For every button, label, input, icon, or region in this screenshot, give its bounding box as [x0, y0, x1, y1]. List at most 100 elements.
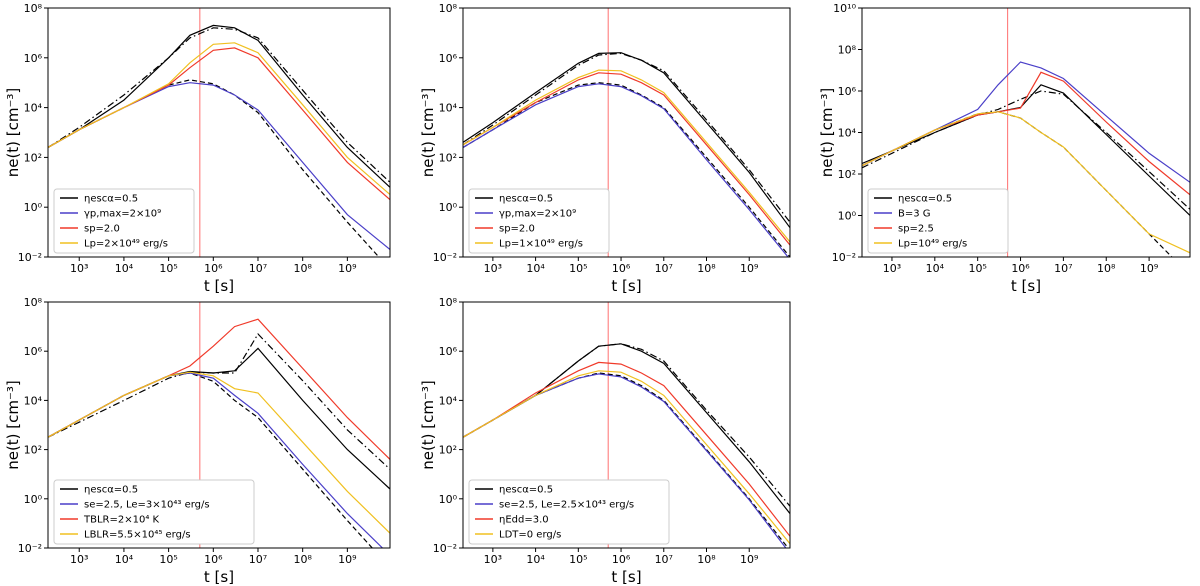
y-tick-label: 10² — [24, 151, 42, 164]
series-line — [862, 111, 1190, 254]
y-tick-label: 10¹⁰ — [833, 2, 856, 15]
x-tick-label: 10⁸ — [697, 262, 716, 275]
legend-label: sp=2.5 — [898, 224, 934, 235]
x-tick-label: 10⁷ — [655, 553, 673, 566]
legend-box — [53, 188, 195, 254]
series-line — [48, 47, 390, 201]
x-tick-label: 10⁹ — [740, 553, 758, 566]
x-tick-label: 10⁴ — [926, 262, 945, 275]
series-line — [463, 370, 790, 545]
y-tick-label: 10⁶ — [838, 85, 857, 98]
legend-label: LBLR=5.5×10⁴⁵ erg/s — [84, 530, 191, 541]
panel: 10³ 10⁴ 10⁵ 10⁶ 10⁷ 10⁸ 10⁹ 10⁻² 10⁰ 10² 10⁴ 10⁶ 10⁸… — [419, 2, 791, 295]
series-line — [48, 372, 374, 548]
y-axis-label: ne(t) [cm⁻³] — [4, 380, 22, 470]
legend-box — [867, 188, 1009, 254]
x-tick-label: 10⁴ — [526, 553, 545, 566]
y-tick-label: 10⁸ — [439, 296, 458, 309]
series-line — [48, 24, 390, 188]
legend-label: se=2.5, Le=3×10⁴³ erg/s — [84, 500, 210, 511]
y-tick-label: 10⁻² — [832, 251, 856, 264]
y-tick-label: 10⁰ — [439, 201, 458, 214]
x-tick-label: 10³ — [70, 553, 88, 566]
y-tick-label: 10² — [838, 168, 856, 181]
x-tick-label: 10⁷ — [249, 553, 267, 566]
legend-box — [468, 479, 670, 545]
series-line — [48, 371, 390, 534]
y-tick-label: 10⁴ — [838, 127, 857, 140]
series-line — [48, 42, 390, 196]
y-tick-label: 10⁴ — [24, 102, 43, 115]
x-tick-label: 10⁴ — [115, 553, 134, 566]
legend-label: B=3 G — [898, 209, 931, 220]
series-line — [48, 333, 390, 470]
y-tick-label: 10⁻² — [18, 251, 42, 264]
legend-label: Lp=1×10⁴⁹ erg/s — [499, 239, 583, 250]
y-tick-label: 10⁸ — [439, 2, 458, 15]
x-tick-label: 10³ — [70, 262, 88, 275]
axes-frame — [47, 7, 391, 258]
legend-box — [468, 188, 610, 254]
legend-label: γp,max=2×10⁹ — [84, 209, 161, 220]
y-tick-label: 10⁰ — [838, 210, 857, 223]
x-tick-label: 10³ — [484, 262, 502, 275]
x-tick-label: 10⁶ — [612, 262, 631, 275]
x-tick-label: 10⁴ — [115, 262, 134, 275]
x-tick-label: 10⁸ — [1097, 262, 1116, 275]
x-axis-label: t [s] — [204, 568, 234, 586]
x-tick-label: 10⁵ — [159, 262, 177, 275]
legend-label: ηescα=0.5 — [898, 194, 952, 205]
legend-label: sp=2.0 — [499, 224, 535, 235]
y-tick-label: 10² — [439, 151, 457, 164]
y-tick-label: 10⁰ — [439, 493, 458, 506]
y-tick-label: 10² — [439, 444, 457, 457]
x-tick-label: 10⁵ — [159, 553, 177, 566]
x-tick-label: 10⁶ — [612, 553, 631, 566]
legend-label: γp,max=2×10⁹ — [499, 209, 576, 220]
series-line — [463, 82, 790, 257]
panel: 10³ 10⁴ 10⁵ 10⁶ 10⁷ 10⁸ 10⁹ 10⁻² 10⁰ 10² 10⁴ 10⁶ 10⁸… — [419, 296, 791, 586]
series-line — [48, 79, 380, 257]
x-tick-label: 10⁷ — [655, 262, 673, 275]
x-tick-label: 10⁹ — [740, 262, 758, 275]
panel: 10³ 10⁴ 10⁵ 10⁶ 10⁷ 10⁸ 10⁹ 10⁻² 10⁰ 10² 10⁴ 10⁶ 10⁸… — [818, 2, 1191, 295]
y-tick-label: 10² — [24, 444, 42, 457]
legend-label: ηescα=0.5 — [499, 194, 553, 205]
y-tick-label: 10⁶ — [24, 345, 43, 358]
legend-box — [53, 479, 255, 545]
x-axis-label: t [s] — [611, 568, 641, 586]
x-tick-label: 10⁸ — [293, 262, 312, 275]
y-axis-label: ne(t) [cm⁻³] — [419, 380, 437, 470]
x-tick-label: 10⁴ — [526, 262, 545, 275]
series-line — [463, 52, 790, 229]
series-line — [463, 361, 790, 537]
series-line — [48, 27, 390, 183]
y-tick-label: 10⁸ — [24, 2, 43, 15]
x-tick-label: 10⁹ — [338, 262, 356, 275]
y-tick-label: 10⁴ — [439, 394, 458, 407]
series-line — [463, 52, 790, 223]
x-tick-label: 10³ — [484, 553, 502, 566]
x-axis-label: t [s] — [611, 277, 641, 295]
legend-label: se=2.5, Le=2.5×10⁴³ erg/s — [499, 500, 634, 511]
legend-label: ηescα=0.5 — [84, 194, 138, 205]
legend-label: sp=2.0 — [84, 224, 120, 235]
series-line — [48, 318, 390, 460]
x-tick-label: 10⁷ — [1054, 262, 1072, 275]
y-tick-label: 10⁶ — [439, 345, 458, 358]
series-line — [463, 72, 790, 246]
y-tick-label: 10⁻² — [18, 542, 42, 555]
y-tick-label: 10⁴ — [24, 394, 43, 407]
y-axis-label: ne(t) [cm⁻³] — [4, 88, 22, 178]
legend-label: Lp=10⁴⁹ erg/s — [898, 239, 967, 250]
x-tick-label: 10⁹ — [1140, 262, 1158, 275]
x-tick-label: 10⁹ — [338, 553, 356, 566]
panel: 10³ 10⁴ 10⁵ 10⁶ 10⁷ 10⁸ 10⁹ 10⁻² 10⁰ 10² 10⁴ 10⁶ 10⁸… — [4, 2, 391, 295]
y-tick-label: 10⁻² — [433, 542, 457, 555]
x-tick-label: 10⁷ — [249, 262, 267, 275]
x-tick-label: 10⁶ — [1011, 262, 1030, 275]
legend-label: TBLR=2×10⁴ K — [83, 515, 160, 526]
legend-label: ηescα=0.5 — [499, 485, 553, 496]
